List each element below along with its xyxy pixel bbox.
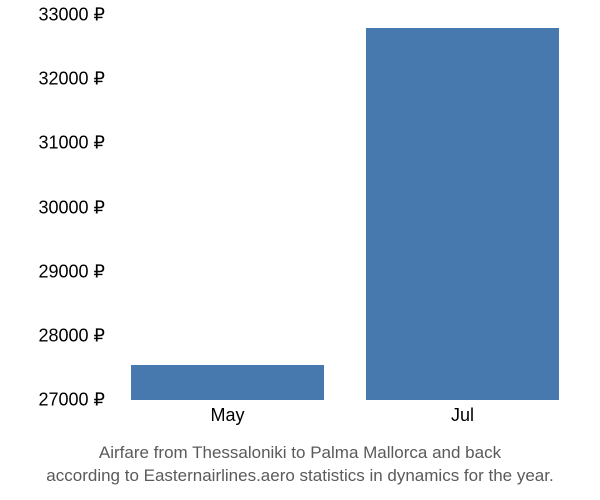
y-tick-label: 28000 ₽	[38, 325, 105, 346]
caption-line-2: according to Easternairlines.aero statis…	[46, 466, 553, 485]
airfare-bar-chart: 27000 ₽ 28000 ₽ 29000 ₽ 30000 ₽ 31000 ₽ 32000…	[10, 10, 590, 430]
bar	[366, 28, 559, 400]
bar	[131, 365, 324, 400]
x-tick-label: Jul	[451, 405, 474, 426]
y-tick-label: 29000 ₽	[38, 261, 105, 282]
x-tick-label: May	[210, 405, 244, 426]
chart-caption: Airfare from Thessaloniki to Palma Mallo…	[0, 442, 600, 488]
y-tick-label: 31000 ₽	[38, 133, 105, 154]
y-tick-label: 30000 ₽	[38, 197, 105, 218]
caption-line-1: Airfare from Thessaloniki to Palma Mallo…	[99, 443, 501, 462]
y-tick-label: 27000 ₽	[38, 390, 105, 411]
y-tick-label: 33000 ₽	[38, 5, 105, 26]
plot-area	[110, 15, 580, 400]
y-tick-label: 32000 ₽	[38, 69, 105, 90]
